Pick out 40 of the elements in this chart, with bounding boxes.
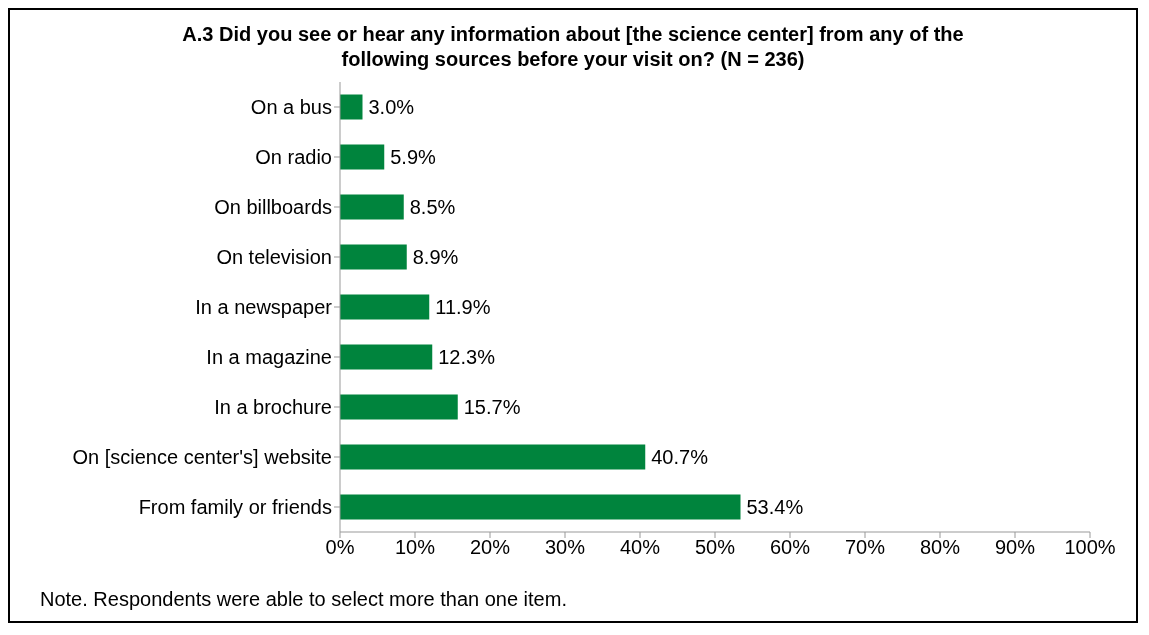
y-tick-label: On radio (255, 146, 332, 169)
y-tick-label: From family or friends (138, 496, 332, 519)
data-label: 8.9% (412, 246, 459, 268)
x-tick-label: 50% (694, 536, 736, 559)
data-label: 11.9% (435, 296, 491, 318)
x-tick-label: 90% (994, 536, 1036, 559)
x-tick-label: 30% (544, 536, 586, 559)
data-label: 40.7% (651, 446, 709, 468)
x-tick-label: 70% (844, 536, 886, 559)
x-tick-label: 100% (1064, 536, 1116, 559)
bar (340, 444, 646, 470)
chart-title: A.3 Did you see or hear any information about [the science center] from any of the following sources before your visit on? (N = 236) (181, 22, 965, 72)
y-tick-label: On television (216, 246, 332, 269)
bar (340, 344, 433, 370)
y-tick-label: In a brochure (214, 396, 332, 419)
y-tick-label: On a bus (250, 96, 332, 119)
x-tick-label: 80% (919, 536, 961, 559)
data-label: 15.7% (463, 396, 521, 418)
x-tick-label: 10% (394, 536, 436, 559)
y-tick-label: In a newspaper (195, 296, 333, 319)
y-tick-label: On [science center's] website (72, 446, 332, 469)
bar (340, 94, 363, 120)
data-label: 3.0% (368, 96, 415, 118)
y-tick-label: In a magazine (206, 346, 332, 369)
x-tick-label: 40% (619, 536, 661, 559)
y-tick-label: On billboards (214, 196, 332, 219)
bar (340, 244, 407, 270)
bar (340, 294, 430, 320)
bar (340, 394, 458, 420)
data-label: 53.4% (746, 496, 804, 518)
data-label: 5.9% (390, 146, 437, 168)
text: Note. Respondents were able to select more than one item. (40, 588, 567, 611)
data-label: 8.5% (409, 196, 456, 218)
data-label: 12.3% (438, 346, 496, 368)
bar (340, 494, 741, 520)
x-tick-label: 0% (325, 536, 355, 559)
x-tick-label: 20% (469, 536, 511, 559)
x-tick-label: 60% (769, 536, 811, 559)
bar (340, 144, 385, 170)
bar (340, 194, 404, 220)
